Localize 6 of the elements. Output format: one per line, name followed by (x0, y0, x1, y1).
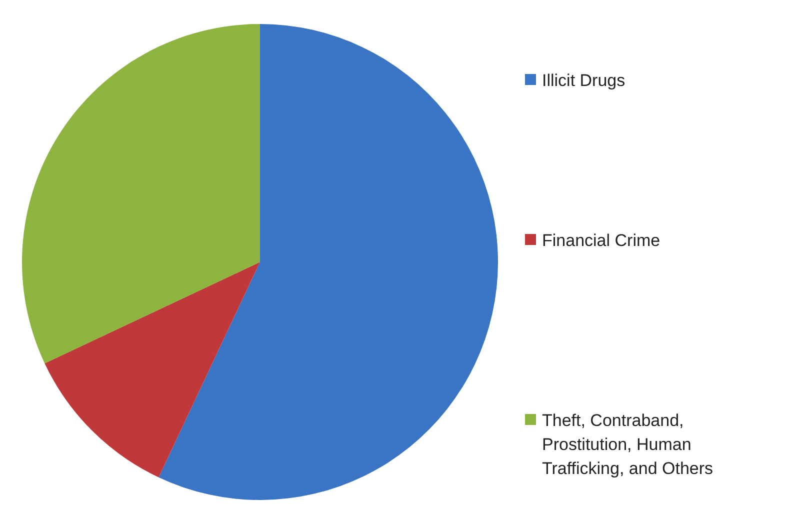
pie-slice (22, 24, 260, 364)
legend-label: Illicit Drugs (542, 71, 626, 90)
legend-label: Financial Crime (542, 231, 660, 250)
pie-slice (44, 262, 260, 478)
legend-label: Theft, Contraband, Prostitution, Human Trafficking, and Others (542, 411, 714, 478)
pie-slice (158, 24, 498, 500)
